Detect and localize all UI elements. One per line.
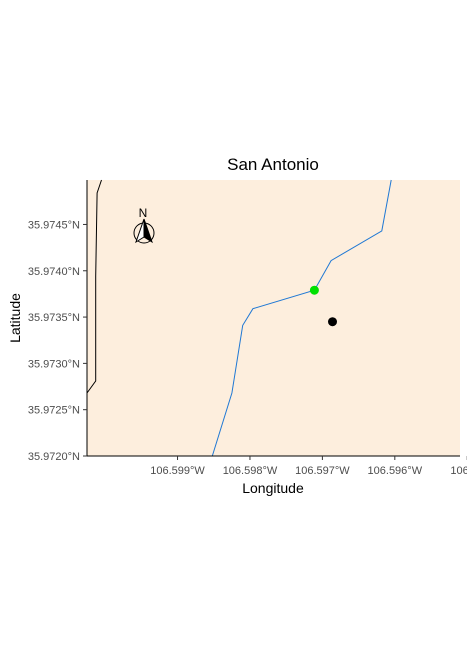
highlight-site-point (309, 285, 319, 295)
x-tick-label: 106.59 (450, 465, 467, 477)
river-line (211, 179, 392, 457)
land-area (87, 180, 460, 456)
y-tick-label: 35.9735°N (28, 312, 80, 324)
map-features (86, 179, 392, 457)
x-tick-label: 106.597°W (295, 465, 350, 477)
y-tick-label: 35.9730°N (28, 358, 80, 370)
boundary-line (86, 179, 102, 394)
x-axis-ticks: 106.599°W 106.598°W 106.597°W 106.596°W 106.… (150, 456, 467, 477)
y-axis-ticks: 35.9720°N 35.9725°N 35.9730°N 35.9735°N 35.9… (28, 219, 87, 463)
y-tick-label: 35.9740°N (28, 266, 80, 278)
y-tick-label: 35.9745°N (28, 219, 80, 231)
x-tick-label: 106.598°W (223, 465, 278, 477)
x-tick-label: 106.596°W (368, 465, 423, 477)
map-title: San Antonio (227, 155, 319, 174)
site-point (328, 317, 337, 327)
x-tick-label: 106.599°W (150, 465, 205, 477)
north-arrow-label: N (139, 206, 148, 220)
north-arrow-icon: N (133, 206, 155, 244)
y-tick-label: 35.9725°N (28, 405, 80, 417)
y-tick-label: 35.9720°N (28, 451, 80, 463)
y-axis-label: Latitude (7, 293, 23, 343)
x-axis-label: Longitude (242, 480, 304, 496)
